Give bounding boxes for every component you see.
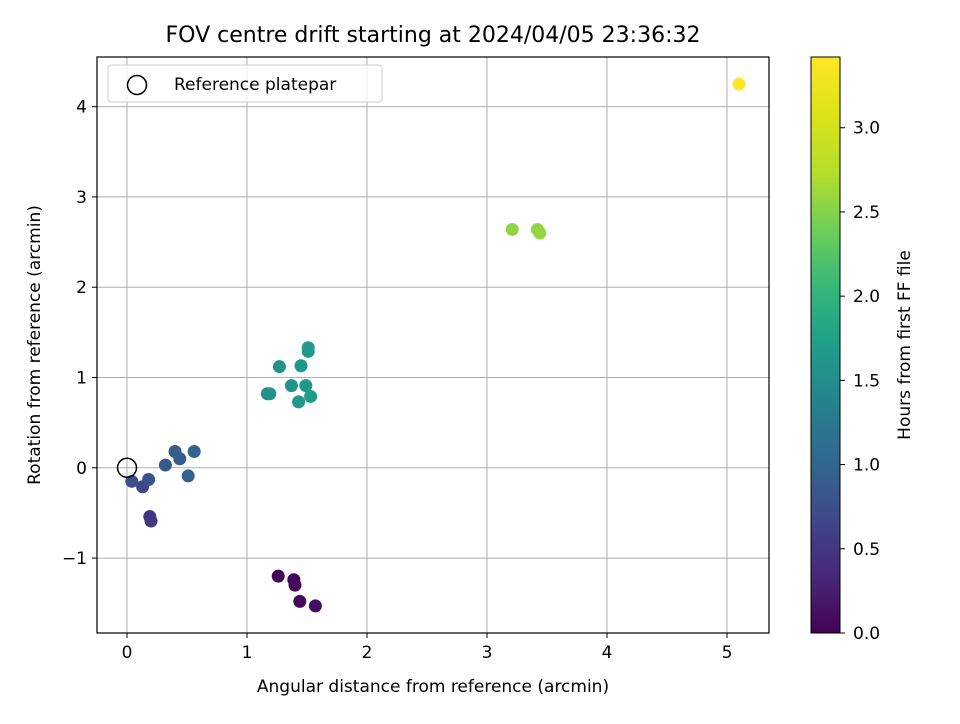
- grid: [97, 57, 769, 633]
- data-point: [294, 359, 308, 373]
- data-point: [308, 599, 322, 613]
- y-tick-label: 1: [76, 369, 87, 389]
- data-point: [263, 387, 277, 401]
- legend: Reference platepar: [107, 64, 383, 103]
- data-point: [271, 569, 285, 583]
- y-tick-label: 0: [76, 459, 87, 479]
- colorbar: 0.0 0.5 1.0 1.5 2.0 2.5 3.0 Hours from first F…: [810, 56, 915, 644]
- x-tick-label: 5: [722, 643, 733, 663]
- y-axis-label: Rotation from reference (arcmin): [25, 205, 45, 485]
- y-axis: −1 0 1 2 3 4: [62, 98, 97, 569]
- data-point: [272, 360, 286, 374]
- data-point: [284, 379, 298, 393]
- colorbar-tick-label: 1.0: [853, 456, 880, 476]
- data-point: [293, 594, 307, 608]
- data-point: [299, 379, 313, 393]
- data-point: [732, 77, 746, 91]
- x-tick-label: 3: [482, 643, 493, 663]
- legend-box: [107, 64, 383, 103]
- y-tick-label: 4: [76, 98, 87, 118]
- data-point: [142, 473, 156, 487]
- data-point: [304, 389, 318, 403]
- data-point: [505, 222, 519, 236]
- data-point: [125, 474, 139, 488]
- legend-marker-open-circle: [126, 74, 148, 96]
- chart-title: FOV centre drift starting at 2024/04/05 …: [166, 23, 701, 48]
- colorbar-tick-label: 2.0: [853, 287, 880, 307]
- data-point: [288, 578, 302, 592]
- y-tick-label: 2: [76, 278, 87, 298]
- scatter-points: [125, 77, 746, 613]
- data-point: [533, 226, 547, 240]
- reference-layer: [116, 457, 138, 479]
- data-point: [144, 514, 158, 528]
- y-tick-label: 3: [76, 188, 87, 208]
- data-point: [187, 445, 201, 459]
- colorbar-tick-label: 2.5: [853, 203, 880, 223]
- data-point: [158, 458, 172, 472]
- data-point: [301, 341, 315, 355]
- plot-frame: [96, 56, 770, 634]
- colorbar-tick-label: 0.0: [853, 624, 880, 644]
- colorbar-ticks: 0.0 0.5 1.0 1.5 2.0 2.5 3.0: [840, 119, 880, 644]
- x-axis-label: Angular distance from reference (arcmin): [257, 677, 609, 697]
- x-tick-label: 1: [242, 643, 253, 663]
- x-tick-label: 2: [362, 643, 373, 663]
- x-tick-label: 4: [602, 643, 613, 663]
- y-tick-label: −1: [62, 549, 87, 569]
- colorbar-tick-label: 0.5: [853, 540, 880, 560]
- colorbar-label: Hours from first FF file: [895, 250, 915, 440]
- colorbar-tick-label: 3.0: [853, 119, 880, 139]
- x-tick-label: 0: [122, 643, 133, 663]
- legend-label: Reference platepar: [174, 75, 336, 95]
- x-axis: 0 1 2 3 4 5: [122, 633, 733, 663]
- data-point: [173, 452, 187, 466]
- data-point: [181, 469, 195, 483]
- colorbar-tick-label: 1.5: [853, 371, 880, 391]
- reference-point-marker: [116, 457, 138, 479]
- colorbar-gradient: [810, 56, 841, 634]
- data-point: [292, 395, 306, 409]
